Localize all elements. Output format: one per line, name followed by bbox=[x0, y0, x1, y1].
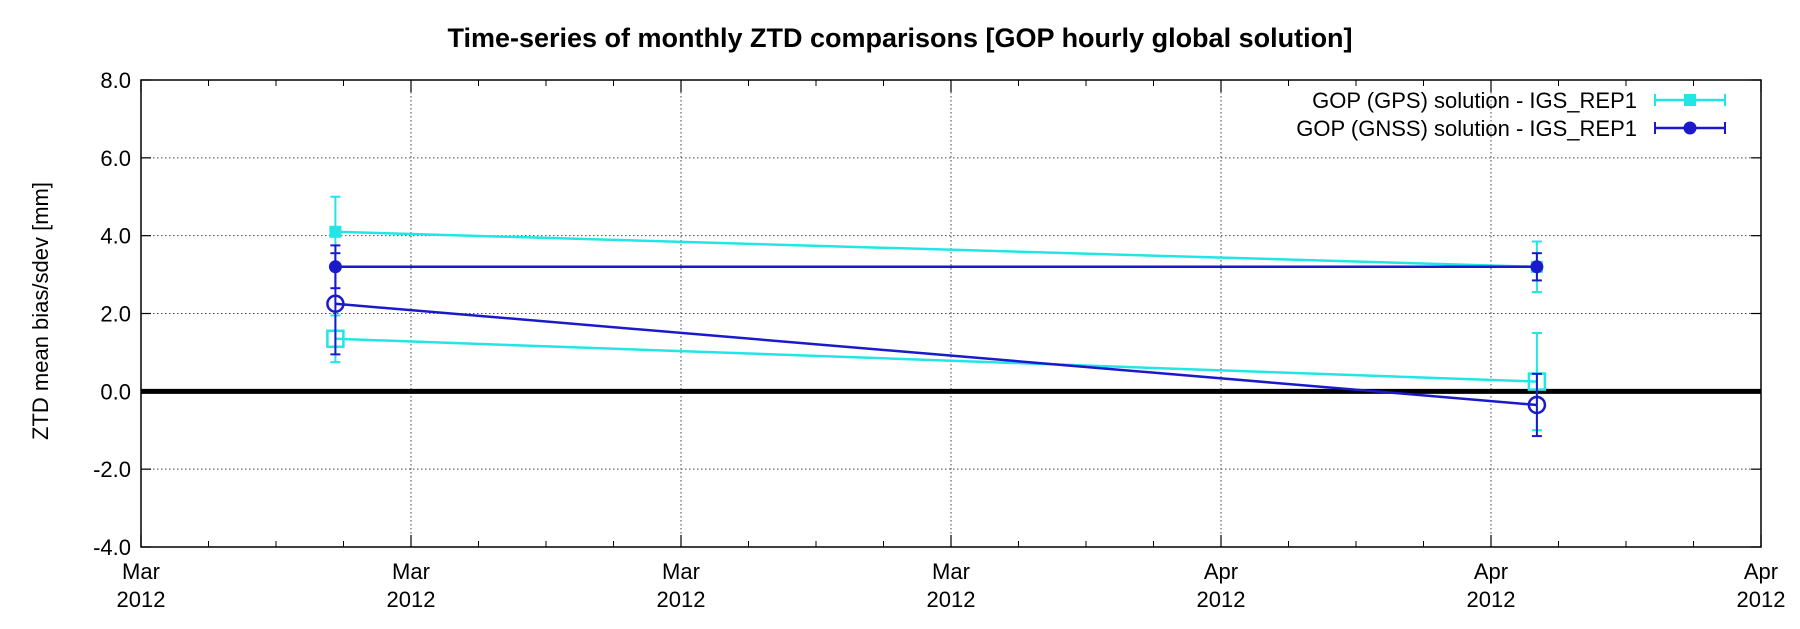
y-tick-label: 2.0 bbox=[100, 302, 131, 327]
series-line bbox=[335, 230, 1537, 269]
x-tick-label-year: 2012 bbox=[117, 587, 166, 612]
legend: GOP (GPS) solution - IGS_REP1 GOP (GNSS) … bbox=[1296, 88, 1726, 141]
x-tick-labels: Mar 2012 Mar 2012 Mar 2012 Mar 2012 Apr 2012 Apr 20… bbox=[117, 559, 1786, 612]
y-tick-label: 8.0 bbox=[100, 68, 131, 93]
y-tick-label: -4.0 bbox=[93, 535, 131, 560]
x-tick-label-month: Mar bbox=[662, 559, 700, 584]
series-bias-open-square bbox=[326, 314, 1547, 432]
grid bbox=[141, 80, 1761, 547]
series-sdev-filled-circle bbox=[328, 244, 1544, 290]
series-bias-open-circle bbox=[326, 252, 1547, 438]
legend-label: GOP (GNSS) solution - IGS_REP1 bbox=[1296, 116, 1637, 141]
data-point bbox=[1527, 395, 1547, 415]
chart-title: Time-series of monthly ZTD comparisons [… bbox=[447, 23, 1352, 53]
x-tick-label-month: Apr bbox=[1744, 559, 1778, 584]
series-line bbox=[335, 337, 1537, 383]
data-point bbox=[326, 294, 345, 314]
x-tick-label-month: Mar bbox=[392, 559, 430, 584]
x-tick-label-month: Mar bbox=[122, 559, 160, 584]
legend-key-marker bbox=[1683, 121, 1697, 135]
y-axis-label: ZTD mean bias/sdev [mm] bbox=[28, 182, 53, 440]
y-tick-label: 0.0 bbox=[100, 379, 131, 404]
legend-key bbox=[1654, 94, 1726, 106]
y-tick-labels: 8.0 6.0 4.0 2.0 0.0 -2.0 -4.0 bbox=[93, 68, 131, 560]
data-point bbox=[1530, 260, 1544, 274]
data-point bbox=[329, 225, 342, 238]
y-tick-label: 4.0 bbox=[100, 224, 131, 249]
y-tick-label: 6.0 bbox=[100, 146, 131, 171]
data-point bbox=[328, 260, 342, 274]
series-layer bbox=[326, 195, 1547, 438]
x-tick-label-year: 2012 bbox=[387, 587, 436, 612]
y-tick-label: -2.0 bbox=[93, 457, 131, 482]
series-sdev-filled-square bbox=[329, 195, 1543, 294]
x-tick-label-month: Apr bbox=[1204, 559, 1238, 584]
x-tick-label-month: Mar bbox=[932, 559, 970, 584]
x-tick-label-year: 2012 bbox=[927, 587, 976, 612]
x-tick-label-year: 2012 bbox=[1737, 587, 1786, 612]
x-tick-label-year: 2012 bbox=[1467, 587, 1516, 612]
x-tick-label-month: Apr bbox=[1474, 559, 1508, 584]
x-tick-label-year: 2012 bbox=[657, 587, 706, 612]
series-line bbox=[335, 302, 1538, 407]
legend-key-marker bbox=[1684, 94, 1696, 106]
x-tick-label-year: 2012 bbox=[1197, 587, 1246, 612]
legend-label: GOP (GPS) solution - IGS_REP1 bbox=[1312, 88, 1637, 113]
legend-key bbox=[1654, 121, 1726, 135]
